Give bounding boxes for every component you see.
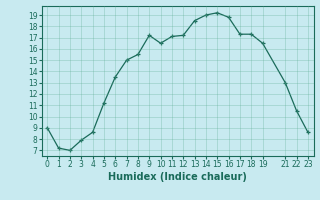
X-axis label: Humidex (Indice chaleur): Humidex (Indice chaleur): [108, 172, 247, 182]
